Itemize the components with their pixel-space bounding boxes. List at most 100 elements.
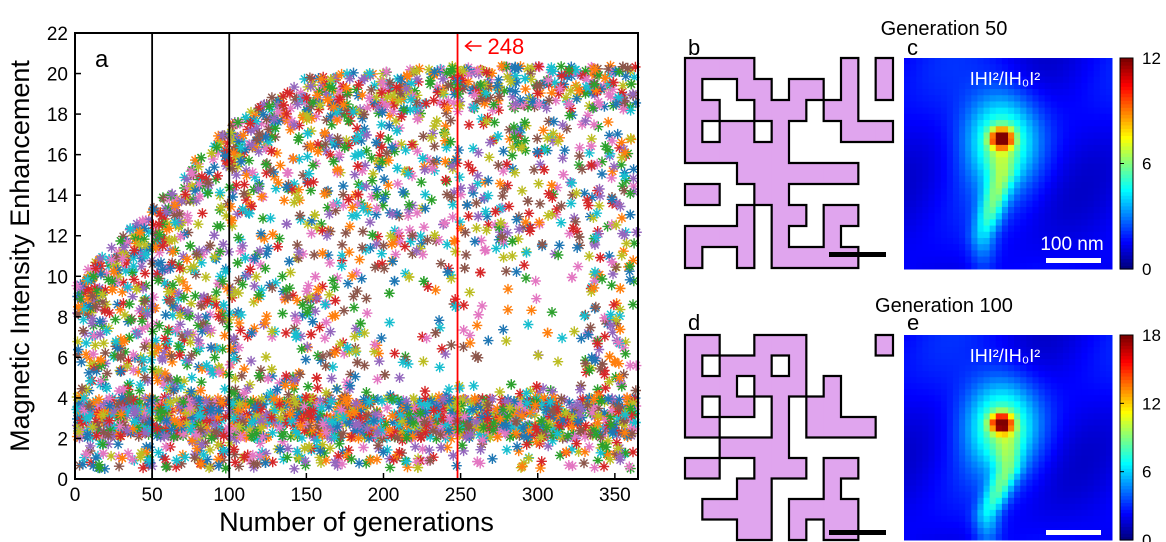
- heatmap-cell: [1050, 76, 1058, 84]
- scatter-point: [565, 85, 577, 96]
- scatter-point: [173, 288, 185, 299]
- heatmap-cell: [965, 138, 972, 146]
- scatter-point: [596, 273, 608, 285]
- y-tick-label: 22: [47, 24, 68, 45]
- pattern-cell: [823, 226, 842, 248]
- scatter-point: [338, 180, 349, 192]
- heatmap-cell: [983, 107, 991, 115]
- heatmap-cell: [965, 70, 972, 78]
- heatmap-cell: [934, 138, 942, 146]
- scatter-point: [263, 136, 274, 148]
- scatter-point: [443, 80, 454, 91]
- scatter-point: [167, 356, 178, 368]
- scatter-point: [213, 454, 224, 465]
- scatter-point: [275, 412, 286, 423]
- scatter-point: [228, 184, 239, 196]
- scatter-point: [261, 311, 272, 322]
- scatter-point: [111, 252, 122, 263]
- scatter-point: [504, 402, 515, 413]
- scatter-point: [190, 154, 201, 166]
- scatter-point: [89, 283, 100, 294]
- pattern-cell: [841, 121, 859, 143]
- scatter-point: [262, 243, 274, 254]
- scatter-point: [437, 394, 449, 405]
- scatter-point: [454, 216, 466, 228]
- scatter-point: [389, 348, 400, 359]
- pattern-cell: [789, 100, 807, 122]
- scatter-point: [604, 130, 615, 141]
- scatter-point: [174, 262, 185, 274]
- scatter-point: [186, 435, 198, 446]
- heatmap-cell: [928, 138, 936, 146]
- pattern-cell: [771, 100, 790, 122]
- scatter-point: [582, 194, 593, 206]
- scatter-point: [241, 432, 252, 443]
- scatter-point: [233, 136, 244, 147]
- scatter-point: [533, 178, 544, 189]
- scatter-point: [504, 85, 516, 96]
- scatter-point: [557, 153, 568, 164]
- scatter-point: [417, 401, 428, 412]
- scatter-point: [471, 406, 482, 418]
- heatmap-cell: [1020, 89, 1027, 96]
- heatmap-cell: [1020, 144, 1027, 152]
- scatter-point: [556, 393, 567, 404]
- scatter-point: [389, 425, 400, 437]
- heatmap-cell: [1099, 89, 1107, 96]
- scatter-point: [421, 410, 432, 422]
- scatter-point: [106, 410, 117, 422]
- scatter-point: [211, 426, 222, 438]
- pattern-cell: [685, 58, 703, 80]
- scatter-point: [281, 108, 292, 120]
- heatmap-cell: [946, 70, 954, 78]
- scatter-point: [287, 290, 299, 301]
- scatter-point: [111, 429, 122, 440]
- heatmap-cell: [1093, 132, 1101, 140]
- scatter-point: [288, 380, 299, 391]
- scatter-point: [83, 385, 95, 396]
- scatter-point: [591, 429, 602, 440]
- scatter-point: [323, 225, 334, 236]
- scatter-point: [281, 218, 292, 230]
- scatter-point: [501, 420, 512, 431]
- scatter-point: [365, 454, 376, 466]
- scatter-point: [572, 416, 584, 427]
- scatter-point: [431, 412, 442, 423]
- scatter-point: [268, 393, 280, 404]
- scatter-point: [271, 147, 283, 159]
- heatmap-cell: [977, 120, 985, 127]
- scatter-point: [152, 239, 163, 250]
- heatmap-cell: [1087, 144, 1095, 152]
- scatter-point: [202, 454, 213, 465]
- scatter-point: [260, 131, 271, 143]
- heatmap-cell: [934, 132, 942, 140]
- scatter-point: [362, 423, 373, 435]
- scatter-point: [192, 252, 203, 263]
- heatmap-cell: [922, 126, 929, 133]
- scatter-point: [446, 273, 457, 284]
- scatter-point: [107, 276, 118, 287]
- scatter-point: [217, 368, 229, 379]
- scatter-point: [284, 283, 295, 294]
- scatter-point: [228, 333, 239, 344]
- scatter-point: [315, 100, 326, 111]
- scatter-point: [360, 160, 371, 171]
- scatter-point: [301, 104, 313, 115]
- heatmap-cell: [922, 58, 929, 65]
- heatmap-cell: [1032, 58, 1040, 65]
- heatmap-cell: [1063, 58, 1070, 65]
- scatter-point: [430, 426, 442, 437]
- scatter-point: [479, 177, 491, 188]
- heatmap-c: [904, 58, 1113, 270]
- heatmap-cell: [910, 132, 917, 140]
- scatter-point: [549, 77, 560, 88]
- heatmap-cell: [1014, 113, 1021, 121]
- heatmap-cell: [983, 113, 991, 121]
- scatter-point: [74, 398, 85, 410]
- scatter-point: [607, 268, 619, 280]
- scatter-point: [192, 320, 204, 331]
- scatter-point: [620, 336, 631, 348]
- heatmap-cell: [977, 144, 985, 152]
- scatter-point: [618, 246, 629, 257]
- scatter-point: [137, 283, 149, 294]
